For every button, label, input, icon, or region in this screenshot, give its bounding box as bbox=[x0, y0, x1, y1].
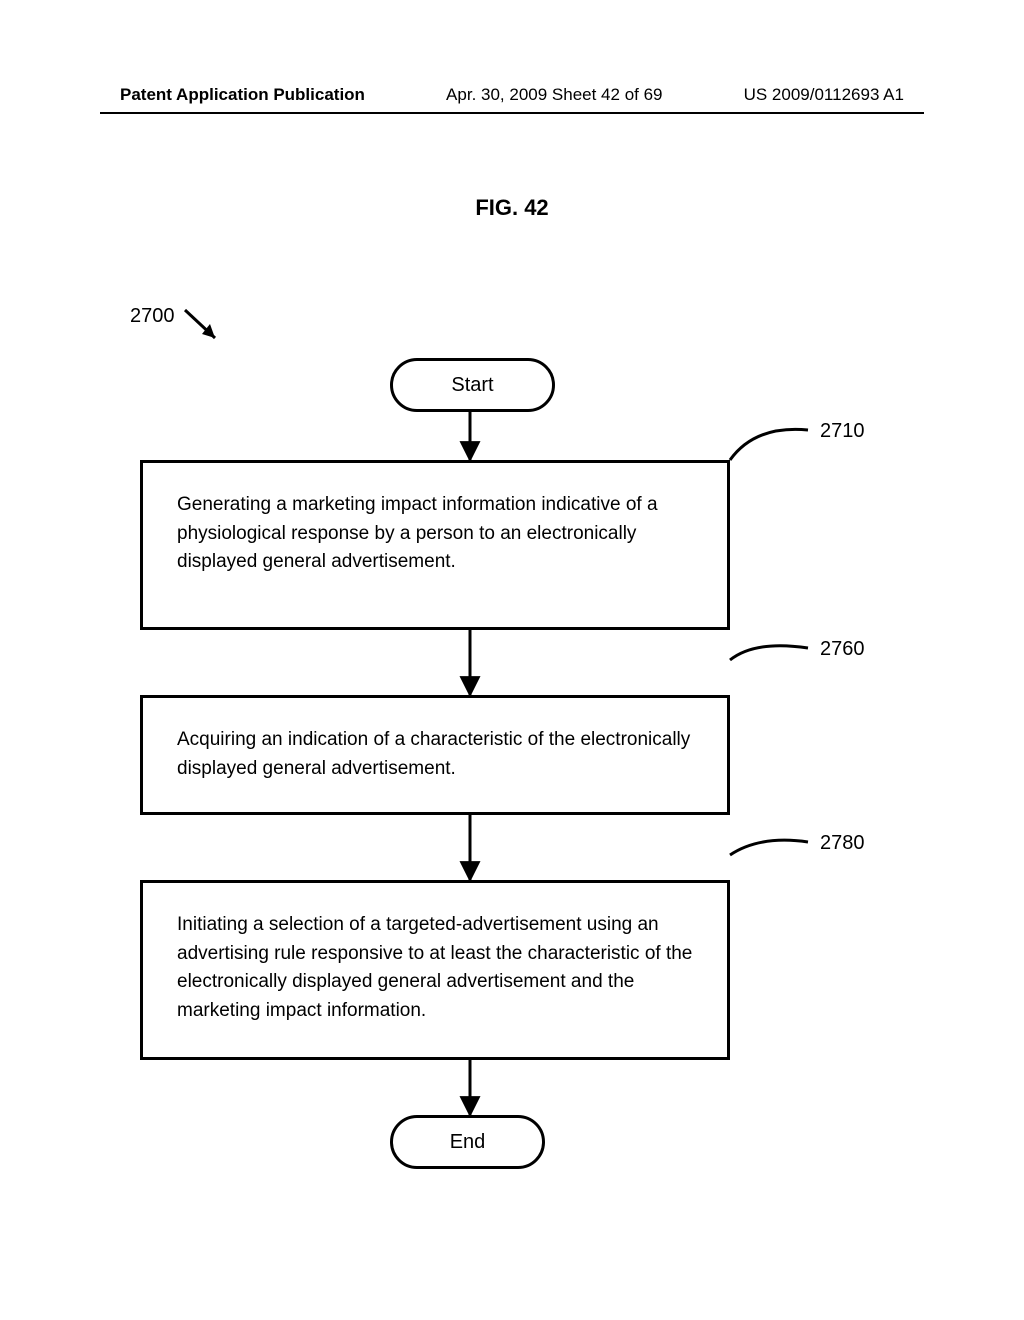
diagram-label: 2700 bbox=[130, 305, 175, 328]
ref-label-2: 2760 bbox=[820, 638, 865, 661]
end-node: End bbox=[390, 1115, 545, 1169]
process-text-2: Acquiring an indication of a characteris… bbox=[177, 729, 690, 779]
process-text-1: Generating a marketing impact informatio… bbox=[177, 494, 658, 572]
end-label: End bbox=[450, 1131, 486, 1154]
callout-2 bbox=[730, 646, 808, 660]
process-box-3: Initiating a selection of a targeted-adv… bbox=[140, 880, 730, 1060]
process-box-2: Acquiring an indication of a characteris… bbox=[140, 695, 730, 815]
diagram-label-arrow bbox=[185, 310, 215, 338]
callout-3 bbox=[730, 840, 808, 855]
start-node: Start bbox=[390, 358, 555, 412]
header-right: US 2009/0112693 A1 bbox=[744, 85, 904, 105]
header-mid: Apr. 30, 2009 Sheet 42 of 69 bbox=[446, 85, 662, 105]
process-box-1: Generating a marketing impact informatio… bbox=[140, 460, 730, 630]
page-header: Patent Application Publication Apr. 30, … bbox=[0, 85, 1024, 105]
process-text-3: Initiating a selection of a targeted-adv… bbox=[177, 914, 692, 1021]
figure-title: FIG. 42 bbox=[0, 195, 1024, 221]
page: Patent Application Publication Apr. 30, … bbox=[0, 0, 1024, 1320]
start-label: Start bbox=[451, 374, 493, 397]
ref-label-1: 2710 bbox=[820, 420, 865, 443]
callout-1 bbox=[730, 429, 808, 460]
header-rule bbox=[100, 112, 924, 114]
ref-label-3: 2780 bbox=[820, 832, 865, 855]
header-left: Patent Application Publication bbox=[120, 85, 365, 105]
